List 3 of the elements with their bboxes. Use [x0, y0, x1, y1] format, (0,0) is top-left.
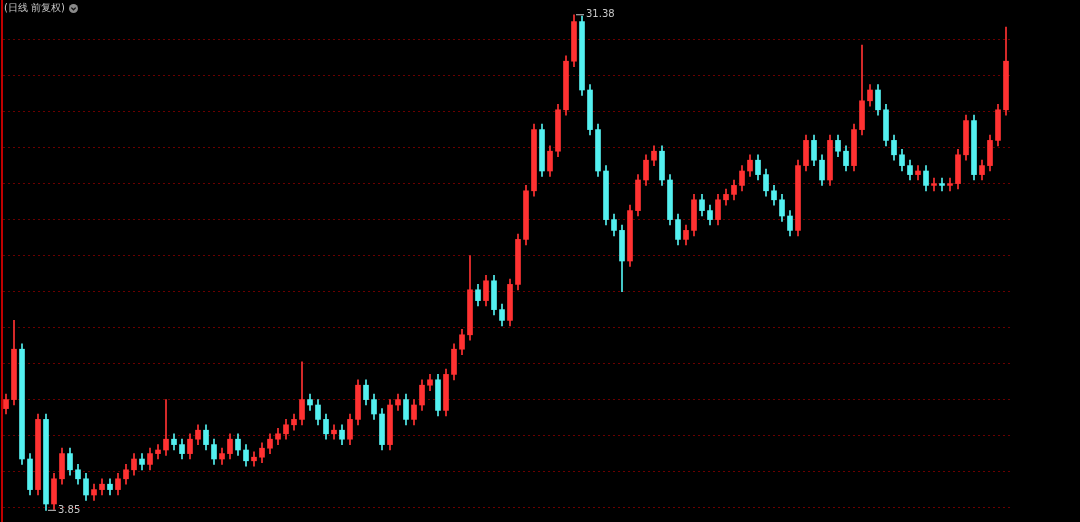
chart-title: (日线 前复权) [4, 1, 65, 15]
annotation: 3.85 [58, 503, 81, 515]
annotation: 31.38 [586, 8, 615, 20]
